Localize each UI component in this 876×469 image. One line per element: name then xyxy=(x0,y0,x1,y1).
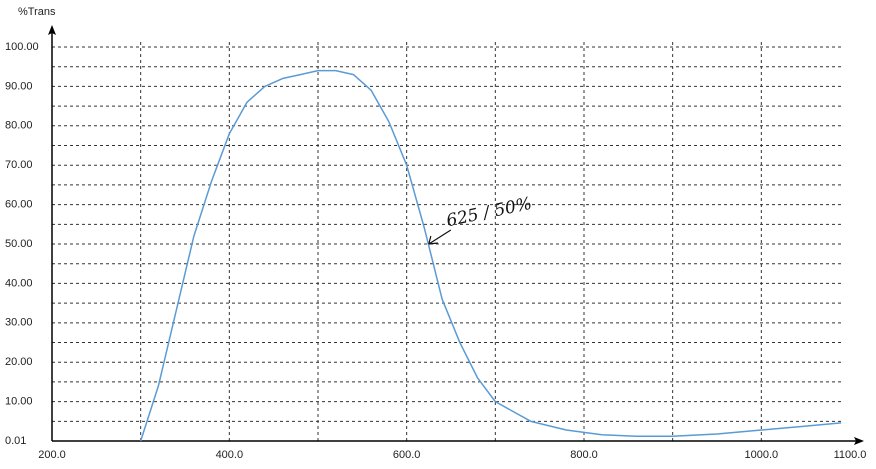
y-tick-label: 90.00 xyxy=(5,80,33,92)
y-axis-arrow xyxy=(48,25,56,35)
annotation: 625 / 50% xyxy=(445,194,534,232)
x-tick-label: 200.0 xyxy=(38,449,66,461)
x-tick-label: 800.0 xyxy=(570,449,598,461)
y-tick-label: 60.00 xyxy=(5,199,33,211)
x-axis-arrow xyxy=(854,437,864,445)
y-tick-label: 50.00 xyxy=(5,238,33,250)
x-tick-label: 1000.0 xyxy=(745,449,779,461)
y-tick-label: 30.00 xyxy=(5,317,33,329)
y-tick-label: 20.00 xyxy=(5,356,33,368)
y-tick-label: 10.00 xyxy=(5,396,33,408)
y-tick-label: 70.00 xyxy=(5,159,33,171)
y-tick-label: 40.00 xyxy=(5,277,33,289)
x-tick-label: 1100.0 xyxy=(834,449,867,461)
y-tick-label: 80.00 xyxy=(5,120,33,132)
annotation-arrow xyxy=(428,229,452,245)
y-tick-label: 0.01 xyxy=(5,435,26,447)
x-tick-label: 600.0 xyxy=(393,449,421,461)
x-tick-label: 400.0 xyxy=(216,449,244,461)
y-tick-label: 100.00 xyxy=(5,41,39,53)
y-axis-label: %Trans xyxy=(18,6,56,18)
data-line xyxy=(139,69,842,442)
